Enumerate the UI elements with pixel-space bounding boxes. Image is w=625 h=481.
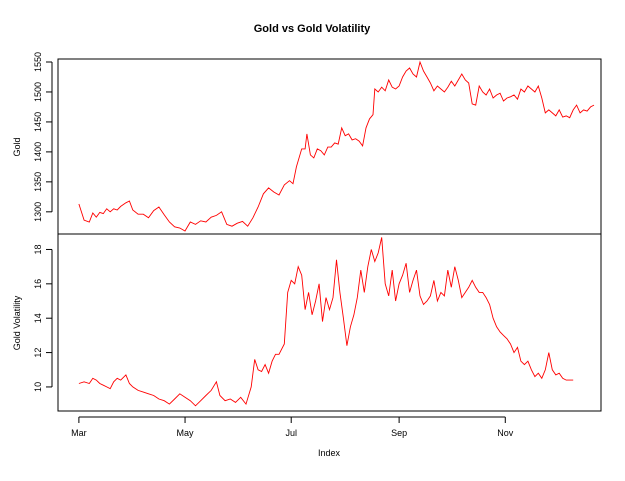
x-axis-label: Index (318, 448, 341, 458)
x-tick-label: Mar (71, 428, 87, 438)
gold-volatility-y-axis: 10 12 14 16 18 (33, 244, 53, 392)
gold-volatility-y-tick-label: 12 (33, 348, 43, 358)
gold-volatility-y-tick-label: 14 (33, 313, 43, 323)
x-tick-label: Jul (285, 428, 297, 438)
gold-volatility-ylabel: Gold Volatility (12, 295, 22, 350)
x-tick-label: Nov (497, 428, 514, 438)
gold-plot-frame (57, 58, 602, 235)
x-tick-label: May (177, 428, 195, 438)
gold-y-tick-label: 1350 (33, 172, 43, 192)
gold-volatility-y-tick-label: 10 (33, 382, 43, 392)
chart-title: Gold vs Gold Volatility (254, 23, 371, 35)
gold-panel: Gold 1300 1350 1400 1450 1500 1550 (12, 52, 602, 235)
gold-y-tick-label: 1500 (33, 82, 43, 102)
gold-y-tick-label: 1400 (33, 142, 43, 162)
gold-y-tick-label: 1550 (33, 52, 43, 72)
gold-volatility-series-line (78, 237, 574, 407)
gold-volatility-y-tick-label: 18 (33, 244, 43, 254)
gold-ylabel: Gold (12, 137, 22, 156)
gold-volatility-plot-frame (57, 233, 602, 412)
gold-y-tick-label: 1300 (33, 202, 43, 222)
x-tick-label: Sep (391, 428, 407, 438)
gold-y-tick-label: 1450 (33, 112, 43, 132)
gold-y-axis: 1300 1350 1400 1450 1500 1550 (33, 52, 53, 222)
gold-volatility-panel: Gold Volatility 10 12 14 16 18 (12, 233, 602, 412)
gold-series-line (78, 60, 595, 232)
gold-volatility-y-tick-label: 16 (33, 279, 43, 289)
x-axis: Mar May Jul Sep Nov (71, 416, 514, 438)
